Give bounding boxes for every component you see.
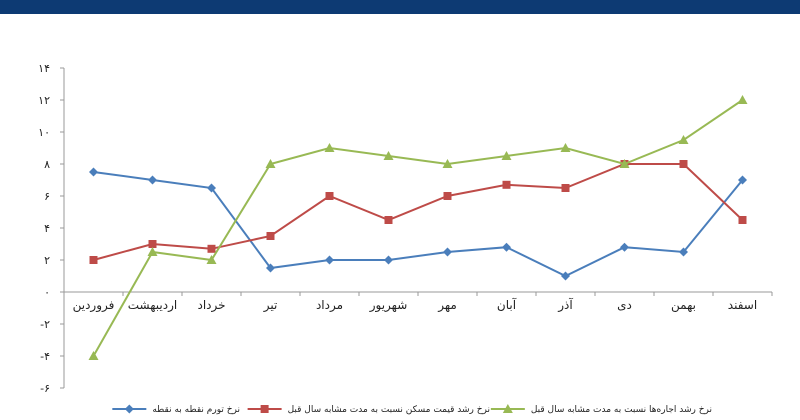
x-category-label: اسفند [728, 298, 757, 312]
data-point [443, 247, 452, 257]
data-point [88, 351, 99, 360]
data-point [679, 160, 688, 168]
data-point [738, 175, 747, 185]
data-point [678, 135, 689, 144]
x-category-label: خرداد [197, 298, 225, 313]
data-point [324, 143, 335, 152]
data-point [207, 244, 216, 253]
data-point [124, 404, 134, 414]
y-tick-label: -۲ [40, 318, 50, 331]
series-line [93, 163, 744, 261]
y-tick-label: ۱۲ [38, 94, 50, 107]
data-point [147, 247, 158, 256]
data-point [384, 255, 393, 265]
data-point [89, 256, 98, 264]
x-category-label: آبان [497, 297, 517, 312]
data-point [443, 192, 452, 200]
legend-item: نرخ تورم نقطه به نقطه [112, 404, 240, 415]
data-point [265, 159, 276, 168]
legend-label: نرخ رشد قیمت مسکن نسبت به مدت مشابه سال … [288, 405, 490, 415]
data-point [207, 183, 216, 193]
y-tick-label: ۱۰ [38, 126, 50, 139]
x-category-label: دی [617, 298, 632, 312]
x-category-label: آذر [557, 297, 573, 313]
x-category-label: مهر [437, 298, 457, 313]
data-point [89, 167, 98, 177]
x-category-label: شهریور [369, 298, 408, 313]
data-point [148, 240, 157, 248]
data-point [619, 159, 630, 168]
legend: نرخ تورم نقطه به نقطه نرخ رشد قیمت مسکن ن… [112, 404, 712, 415]
data-point [561, 271, 570, 281]
series-1 [89, 167, 747, 281]
data-point [266, 263, 275, 273]
y-tick-label: ۰ [44, 286, 50, 299]
data-point [260, 405, 269, 413]
data-point [501, 151, 512, 160]
x-category-label: تیر [263, 298, 278, 313]
data-point [679, 247, 688, 257]
data-point [383, 151, 394, 160]
data-point [442, 159, 453, 168]
x-category-label: اردیبهشت [128, 298, 177, 313]
data-point [561, 184, 570, 192]
y-tick-label: ۱۴ [38, 62, 50, 75]
data-point [206, 255, 217, 264]
data-point [560, 143, 571, 152]
data-point [620, 242, 629, 252]
data-point [325, 192, 334, 200]
series-line [93, 171, 744, 278]
x-category-label: فروردین [73, 298, 115, 313]
y-tick-label: -۴ [40, 350, 50, 363]
header-bar [0, 0, 800, 14]
data-point [738, 216, 747, 224]
y-tick-label: ۶ [44, 190, 50, 203]
data-point [737, 95, 748, 104]
legend-item: نرخ رشد قیمت مسکن نسبت به مدت مشابه سال … [247, 405, 490, 415]
data-point [325, 255, 334, 265]
x-category-label: بهمن [671, 298, 696, 313]
data-point [148, 175, 157, 185]
data-point [502, 180, 511, 189]
data-point [266, 232, 275, 240]
y-tick-label: ۸ [44, 158, 50, 171]
legend-label: نرخ رشد اجاره‌ها نسبت به مدت مشابه سال ق… [531, 405, 712, 415]
x-category-label: مرداد [316, 298, 343, 313]
data-point [502, 242, 511, 252]
series-line [92, 99, 744, 357]
series-2 [89, 160, 747, 264]
legend-label: نرخ تورم نقطه به نقطه [152, 405, 240, 415]
legend-item: نرخ رشد اجاره‌ها نسبت به مدت مشابه سال ق… [490, 404, 712, 415]
data-point [502, 404, 513, 413]
y-tick-label: ۴ [44, 222, 50, 235]
series-3 [88, 95, 748, 360]
y-tick-label: -۶ [40, 382, 50, 395]
y-tick-label: ۲ [44, 254, 50, 267]
data-point [384, 216, 393, 224]
